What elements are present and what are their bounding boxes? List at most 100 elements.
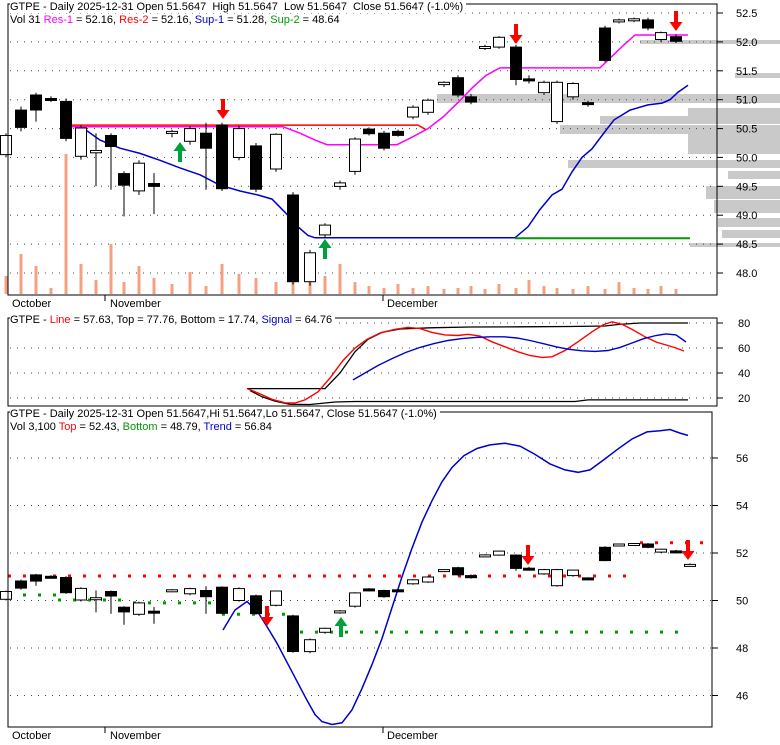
candlestick [670,36,682,42]
price-panel-title: GTPE - Daily 2025-12-31 Open 51.5647 Hig… [10,1,467,13]
candlestick [75,587,87,601]
volume-profile-bar [560,125,780,134]
candlestick [510,46,522,80]
legend-segment: = 48.64 [299,14,340,26]
y-axis-label: 49.5 [736,181,757,193]
volume-bar [170,284,174,294]
price-panel-legend: Vol 31 Res-1 = 52.16, Res-2 = 52.16, Sup… [10,14,343,26]
volume-bar [204,286,208,294]
volume-bar [674,289,678,294]
legend-segment: Bottom [122,421,158,433]
volume-bar [442,289,446,294]
y-axis-label: 51.5 [736,66,757,78]
x-axis-month-label: October [12,298,51,310]
candlestick [551,569,563,587]
volume-bar [456,288,460,294]
candlestick [15,580,27,589]
legend-segment: = 52.43, [76,421,123,433]
volume-profile-bar [688,134,780,154]
y-axis-label: 50.5 [736,124,757,136]
candlestick [642,19,654,29]
candlestick [407,579,419,585]
y-axis-label: 56 [736,453,748,465]
bottom-price-panel: 56 54 52 50 48 46 October November December [0,411,748,742]
candlestick [334,610,346,614]
y-axis-label: 50.0 [736,152,757,164]
candlestick [166,130,178,134]
oscillator-panel: 80 60 40 20 [7,317,750,407]
candlestick [378,132,390,149]
candlestick [270,590,282,606]
candlestick [118,606,130,613]
volume-bar [122,282,126,294]
buy-signal-arrow-icon [334,617,348,637]
volume-bar [632,288,636,294]
legend-segment: Res-2 [119,14,149,26]
candlestick [613,543,625,547]
candlestick [642,543,654,548]
y-axis-label: 52.0 [736,37,757,49]
y-axis-label: 54 [736,501,748,513]
volume-bar [542,286,546,294]
candlestick [45,98,57,101]
sell-signal-arrow-icon [521,545,535,565]
bottom-panel-title: GTPE - Daily 2025-12-31 Open 51.5647,Hi … [10,408,440,420]
volume-profile-bar [718,218,780,227]
volume-bar [497,284,501,294]
candlestick [538,81,550,94]
sell-signal-arrow-icon [260,606,274,626]
candlestick [599,27,611,61]
volume-bar [617,282,621,294]
y-axis-label: 20 [738,393,750,405]
volume-bar [274,282,278,294]
volume-bar [94,280,98,294]
y-axis-label: 50 [736,596,748,608]
legend-segment: Sup-1 [194,14,225,26]
candlestick [567,83,579,98]
candlestick [628,18,640,22]
candlestick [493,36,505,48]
candlestick [287,194,299,283]
candlestick [200,590,212,598]
y-axis-label: 48.5 [736,239,757,251]
x-axis-month-label: November [110,730,161,742]
legend-segment: = 52.16, [148,14,195,26]
x-axis-month-label: November [110,298,161,310]
volume-bar [109,244,113,294]
volume-bar [426,286,430,294]
volume-bar [659,286,663,294]
candlestick [287,615,299,653]
volume-bar [64,154,68,294]
y-axis-label: 48 [736,643,748,655]
candlestick [166,589,178,593]
candlestick [479,46,491,49]
candlestick [118,173,130,186]
candlestick [422,99,434,113]
buy-signal-arrow-icon [318,239,332,259]
candlestick [0,591,12,600]
candlestick [45,575,57,579]
candlestick [670,550,682,554]
candlestick [582,577,594,581]
x-axis-month-label: December [387,730,438,742]
candlestick [250,595,262,615]
volume-bar [19,254,23,294]
candlestick [422,576,434,583]
candlestick [105,591,117,597]
candlestick [0,135,12,156]
price-panel: 52.5 52.0 51.5 51.0 50.5 50.0 49.5 49.0 48.5 48.0… [0,3,780,310]
candlestick [599,546,611,562]
candlestick [684,563,696,567]
candlestick [479,554,491,558]
volume-profile-bar [568,160,780,168]
candlestick [200,132,212,149]
candlestick [655,548,667,553]
candlestick [233,588,245,601]
candlestick [655,32,667,40]
legend-segment: Res-1 [43,14,73,26]
candlestick [148,183,160,187]
volume-bar [79,264,83,294]
legend-segment: Vol 3,100 [10,421,59,433]
